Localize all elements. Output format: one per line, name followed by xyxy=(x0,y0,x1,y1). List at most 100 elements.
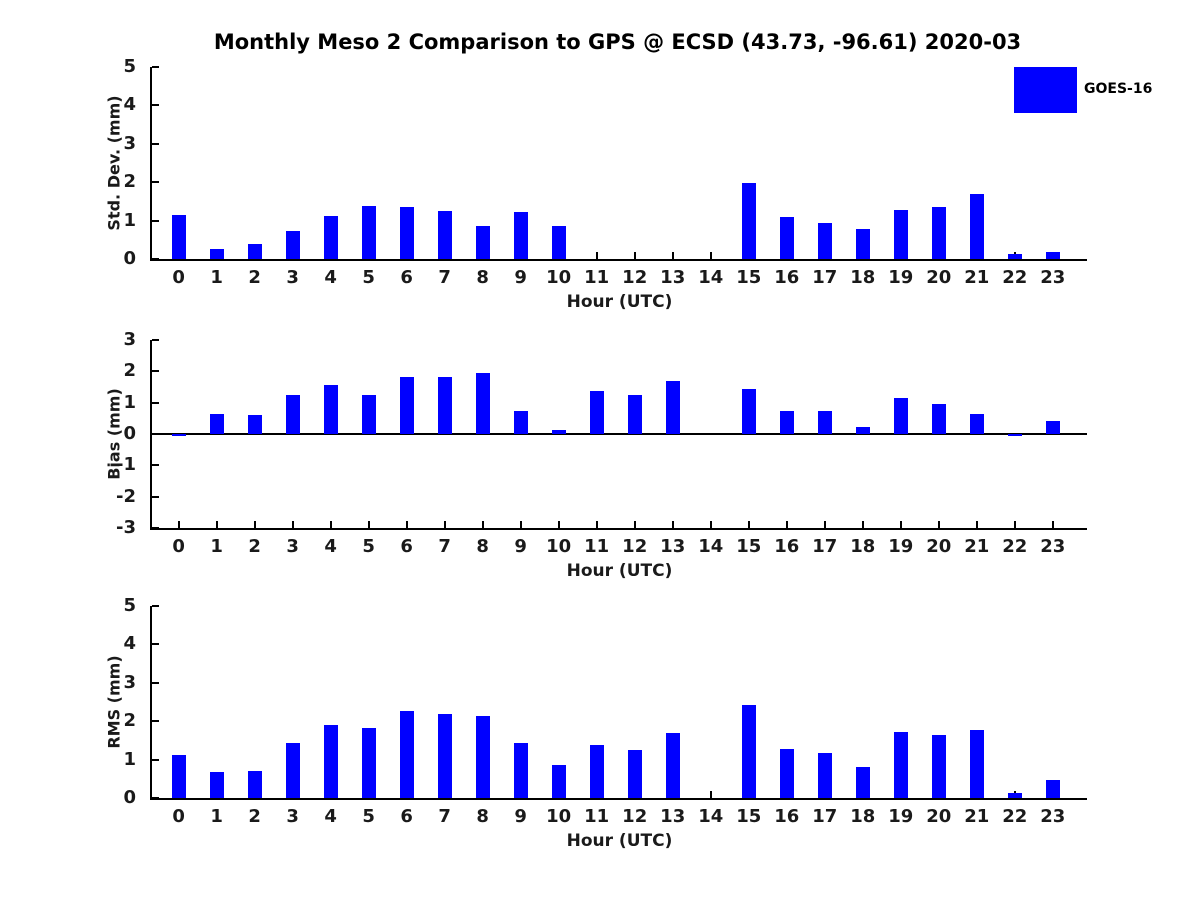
x-tick-label: 13 xyxy=(660,806,686,827)
x-tick-label: 16 xyxy=(774,267,800,288)
y-tick xyxy=(152,797,159,799)
bar-hour-3 xyxy=(285,231,300,259)
legend-color-swatch xyxy=(1014,67,1077,113)
bar-hour-3 xyxy=(285,743,300,798)
y-tick-label: 0 xyxy=(123,787,136,808)
x-tick xyxy=(823,521,826,528)
y-tick xyxy=(152,433,159,435)
x-tick-label: 4 xyxy=(324,806,337,827)
x-tick-label: 1 xyxy=(210,806,223,827)
x-tick-label: 3 xyxy=(286,267,299,288)
x-tick-label: 23 xyxy=(1040,536,1066,557)
x-tick-label: 0 xyxy=(172,267,185,288)
bar-hour-8 xyxy=(475,372,490,434)
y-tick xyxy=(152,104,159,107)
y-tick xyxy=(152,643,159,646)
y-tick-label: 3 xyxy=(123,132,136,154)
bar-hour-16 xyxy=(779,748,794,798)
x-tick-label: 12 xyxy=(622,267,648,288)
x-tick xyxy=(519,521,522,528)
bar-hour-4 xyxy=(323,215,338,259)
y-tick-label: 0 xyxy=(123,248,136,269)
x-tick-label: 10 xyxy=(546,806,572,827)
y-tick xyxy=(152,181,159,184)
x-tick xyxy=(937,521,940,528)
bar-hour-6 xyxy=(399,207,414,259)
x-tick xyxy=(633,521,636,528)
x-tick-label: 15 xyxy=(736,536,762,557)
bar-hour-2 xyxy=(247,771,262,798)
x-tick-label: 6 xyxy=(400,806,413,827)
bar-hour-4 xyxy=(323,725,338,798)
y-tick-label: 4 xyxy=(123,94,136,116)
x-tick-label: 7 xyxy=(438,806,451,827)
x-tick-label: 4 xyxy=(324,267,337,288)
x-tick-label: 7 xyxy=(438,536,451,557)
x-tick-label: 14 xyxy=(698,267,724,288)
y-tick-label: -1 xyxy=(116,454,136,476)
x-tick-label: 11 xyxy=(584,806,610,827)
x-tick-label: 13 xyxy=(660,267,686,288)
bar-hour-1 xyxy=(209,413,224,434)
y-tick xyxy=(152,495,159,498)
x-tick-label: 0 xyxy=(172,536,185,557)
x-tick-label: 22 xyxy=(1002,536,1028,557)
x-tick xyxy=(329,521,332,528)
y-tick xyxy=(152,605,159,607)
bar-hour-16 xyxy=(779,216,794,259)
x-tick-label: 15 xyxy=(736,267,762,288)
x-tick-label: 0 xyxy=(172,806,185,827)
y-tick xyxy=(152,370,159,373)
x-tick-label: 16 xyxy=(774,536,800,557)
x-tick-label: 8 xyxy=(476,536,489,557)
x-tick-label: 21 xyxy=(964,267,990,288)
bar-hour-10 xyxy=(551,429,566,434)
bar-hour-11 xyxy=(589,745,604,798)
bar-hour-2 xyxy=(247,414,262,434)
x-tick-label: 19 xyxy=(888,806,914,827)
bar-hour-20 xyxy=(931,735,946,798)
x-tick xyxy=(671,521,674,528)
zero-axis-line xyxy=(152,433,1087,435)
bar-hour-18 xyxy=(855,767,870,798)
x-tick xyxy=(177,521,180,528)
y-tick-label: 5 xyxy=(123,595,136,616)
bar-hour-7 xyxy=(437,376,452,434)
bar-hour-6 xyxy=(399,710,414,798)
x-tick-label: 12 xyxy=(622,536,648,557)
x-tick-label: 10 xyxy=(546,536,572,557)
x-tick-label: 6 xyxy=(400,267,413,288)
x-tick-label: 20 xyxy=(926,806,952,827)
y-tick-label: 5 xyxy=(123,56,136,77)
bar-hour-18 xyxy=(855,228,870,259)
x-tick-label: 2 xyxy=(248,806,261,827)
bar-hour-17 xyxy=(817,410,832,434)
bar-hour-9 xyxy=(513,410,528,434)
y-tick xyxy=(152,142,159,145)
x-tick-label: 14 xyxy=(698,536,724,557)
x-tick xyxy=(709,521,712,528)
y-tick-label: 2 xyxy=(123,710,136,732)
x-tick-label: 19 xyxy=(888,267,914,288)
x-tick xyxy=(291,521,294,528)
bar-hour-21 xyxy=(969,730,984,798)
x-tick-label: 5 xyxy=(362,806,375,827)
y-tick xyxy=(152,681,159,684)
x-tick-label: 17 xyxy=(812,806,838,827)
x-tick-label: 11 xyxy=(584,267,610,288)
y-tick-label: 2 xyxy=(123,360,136,382)
bar-hour-19 xyxy=(893,731,908,798)
bar-hour-12 xyxy=(627,749,642,798)
bar-hour-23 xyxy=(1045,779,1060,798)
x-tick-label: 2 xyxy=(248,267,261,288)
bar-hour-6 xyxy=(399,376,414,434)
x-tick xyxy=(785,521,788,528)
bar-hour-20 xyxy=(931,206,946,259)
rms-subplot: RMS (mm) Hour (UTC) 0 1 2 3 4 5 0 1 2 3 4 5 6 7 8 9 10 11… xyxy=(105,595,1087,851)
x-tick-label: 20 xyxy=(926,267,952,288)
x-tick-label: 1 xyxy=(210,267,223,288)
bar-hour-5 xyxy=(361,206,376,259)
bar-hour-8 xyxy=(475,225,490,259)
x-tick xyxy=(975,521,978,528)
